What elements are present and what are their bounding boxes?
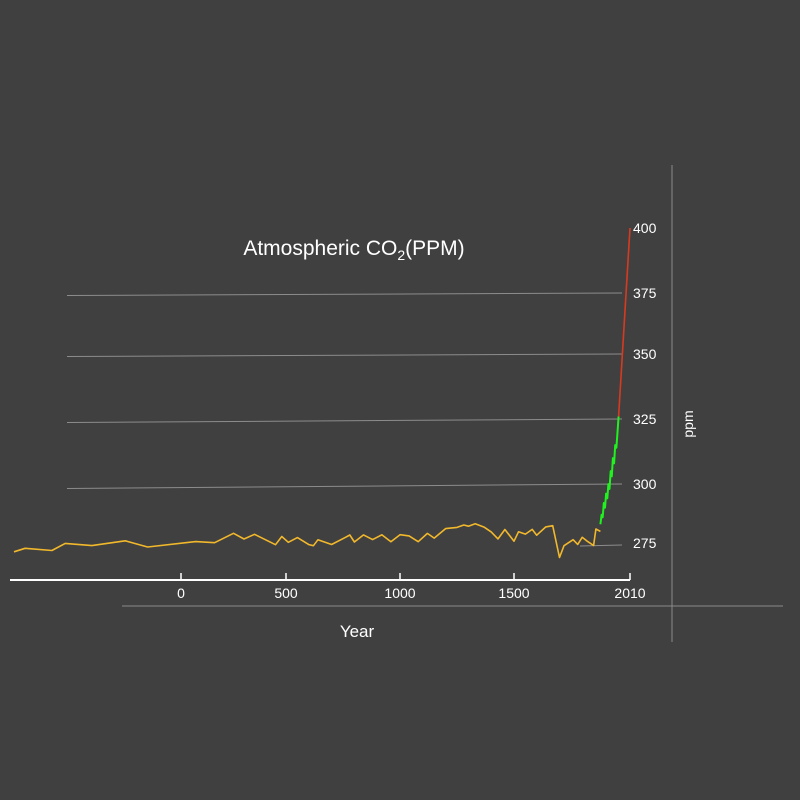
- x-tick-label: 1500: [498, 585, 529, 601]
- x-axis-ticks: 0 500 1000 1500 2010: [177, 573, 646, 601]
- x-tick-label: 0: [177, 585, 185, 601]
- x-tick-label: 500: [274, 585, 298, 601]
- series-line-2: [599, 416, 620, 525]
- y-tick-label: 325: [633, 411, 657, 427]
- series-line-3: [617, 227, 631, 417]
- grid-line: [66, 483, 623, 489]
- series-line-1: [13, 522, 601, 559]
- chart-title-main: Atmospheric CO: [243, 237, 397, 260]
- y-tick-label: 300: [633, 476, 657, 492]
- grid-line: [66, 353, 623, 357]
- grid-line: [579, 544, 623, 547]
- y-tick-label: 275: [633, 535, 657, 551]
- y-tick-label: 375: [633, 285, 657, 301]
- chart-title-suffix: (PPM): [405, 237, 465, 260]
- grid-line: [66, 292, 623, 296]
- series-layer: [13, 227, 631, 559]
- grid-lines: [66, 292, 623, 547]
- y-tick-label: 350: [633, 346, 657, 362]
- chart-title: Atmospheric CO2(PPM): [243, 237, 464, 263]
- chart-title-subscript: 2: [397, 247, 405, 263]
- x-axis-title: Year: [340, 622, 375, 641]
- y-axis-ticks: 275 300 325 350 375 400: [633, 220, 657, 551]
- grid-line: [66, 418, 623, 423]
- y-tick-label: 400: [633, 220, 657, 236]
- x-tick-label: 1000: [384, 585, 415, 601]
- y-axis-title: ppm: [680, 410, 696, 437]
- x-tick-label: 2010: [614, 585, 645, 601]
